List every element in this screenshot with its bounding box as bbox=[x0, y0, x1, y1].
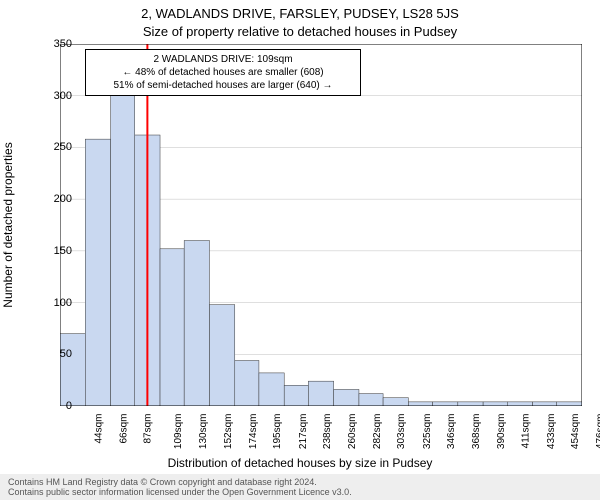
footer-line1: Contains HM Land Registry data © Crown c… bbox=[8, 477, 592, 487]
y-axis-label: Number of detached properties bbox=[1, 142, 15, 307]
histogram-bar bbox=[209, 305, 234, 406]
xtick-label: 195sqm bbox=[272, 414, 283, 450]
chart-container: 2, WADLANDS DRIVE, FARSLEY, PUDSEY, LS28… bbox=[0, 0, 600, 500]
xtick-label: 217sqm bbox=[298, 414, 309, 450]
annotation-line1: 2 WADLANDS DRIVE: 109sqm bbox=[92, 53, 354, 66]
ytick-label: 100 bbox=[12, 297, 72, 309]
xtick-label: 282sqm bbox=[372, 414, 383, 450]
x-axis-label: Distribution of detached houses by size … bbox=[0, 456, 600, 470]
xtick-label: 260sqm bbox=[347, 414, 358, 450]
xtick-label: 109sqm bbox=[173, 414, 184, 450]
footer: Contains HM Land Registry data © Crown c… bbox=[0, 474, 600, 500]
histogram-bar bbox=[85, 139, 110, 406]
ytick-label: 350 bbox=[12, 38, 72, 50]
ytick-label: 50 bbox=[12, 348, 72, 360]
histogram-bar bbox=[533, 402, 557, 406]
xtick-label: 152sqm bbox=[223, 414, 234, 450]
chart-title-sub: Size of property relative to detached ho… bbox=[0, 24, 600, 39]
xtick-label: 346sqm bbox=[446, 414, 457, 450]
histogram-bar bbox=[408, 402, 432, 406]
histogram-bar bbox=[184, 241, 209, 406]
histogram-bar bbox=[334, 389, 359, 406]
xtick-label: 87sqm bbox=[143, 414, 154, 444]
ytick-label: 0 bbox=[12, 400, 72, 412]
histogram-bar bbox=[433, 402, 458, 406]
histogram-bar bbox=[557, 402, 582, 406]
xtick-label: 325sqm bbox=[422, 414, 433, 450]
xtick-label: 411sqm bbox=[520, 414, 531, 449]
histogram-bar bbox=[458, 402, 483, 406]
xtick-label: 66sqm bbox=[118, 414, 129, 444]
histogram-bar bbox=[308, 381, 333, 406]
xtick-label: 303sqm bbox=[397, 414, 408, 450]
ytick-label: 250 bbox=[12, 141, 72, 153]
xtick-label: 476sqm bbox=[595, 414, 600, 450]
annotation-box: 2 WADLANDS DRIVE: 109sqm ← 48% of detach… bbox=[85, 49, 361, 96]
ytick-label: 300 bbox=[12, 90, 72, 102]
xtick-label: 433sqm bbox=[546, 414, 557, 450]
xtick-label: 130sqm bbox=[198, 414, 209, 450]
xtick-label: 368sqm bbox=[471, 414, 482, 450]
xtick-label: 390sqm bbox=[497, 414, 508, 450]
histogram-bar bbox=[259, 373, 284, 406]
ytick-label: 150 bbox=[12, 245, 72, 257]
histogram-bar bbox=[483, 402, 507, 406]
xtick-label: 454sqm bbox=[570, 414, 581, 450]
annotation-line2: ← 48% of detached houses are smaller (60… bbox=[92, 66, 354, 79]
histogram-bar bbox=[507, 402, 532, 406]
xtick-label: 44sqm bbox=[93, 414, 104, 444]
histogram-bar bbox=[235, 360, 259, 406]
plot-svg bbox=[60, 44, 582, 406]
ytick-label: 200 bbox=[12, 193, 72, 205]
histogram-bar bbox=[359, 394, 383, 406]
xtick-label: 174sqm bbox=[248, 414, 259, 450]
footer-line2: Contains public sector information licen… bbox=[8, 487, 592, 497]
histogram-bar bbox=[160, 249, 184, 406]
histogram-bar bbox=[383, 398, 408, 406]
histogram-bar bbox=[60, 334, 85, 406]
xtick-label: 238sqm bbox=[322, 414, 333, 450]
histogram-bar bbox=[111, 96, 135, 406]
chart-title-main: 2, WADLANDS DRIVE, FARSLEY, PUDSEY, LS28… bbox=[0, 6, 600, 21]
annotation-line3: 51% of semi-detached houses are larger (… bbox=[92, 79, 354, 92]
histogram-bar bbox=[284, 385, 308, 406]
